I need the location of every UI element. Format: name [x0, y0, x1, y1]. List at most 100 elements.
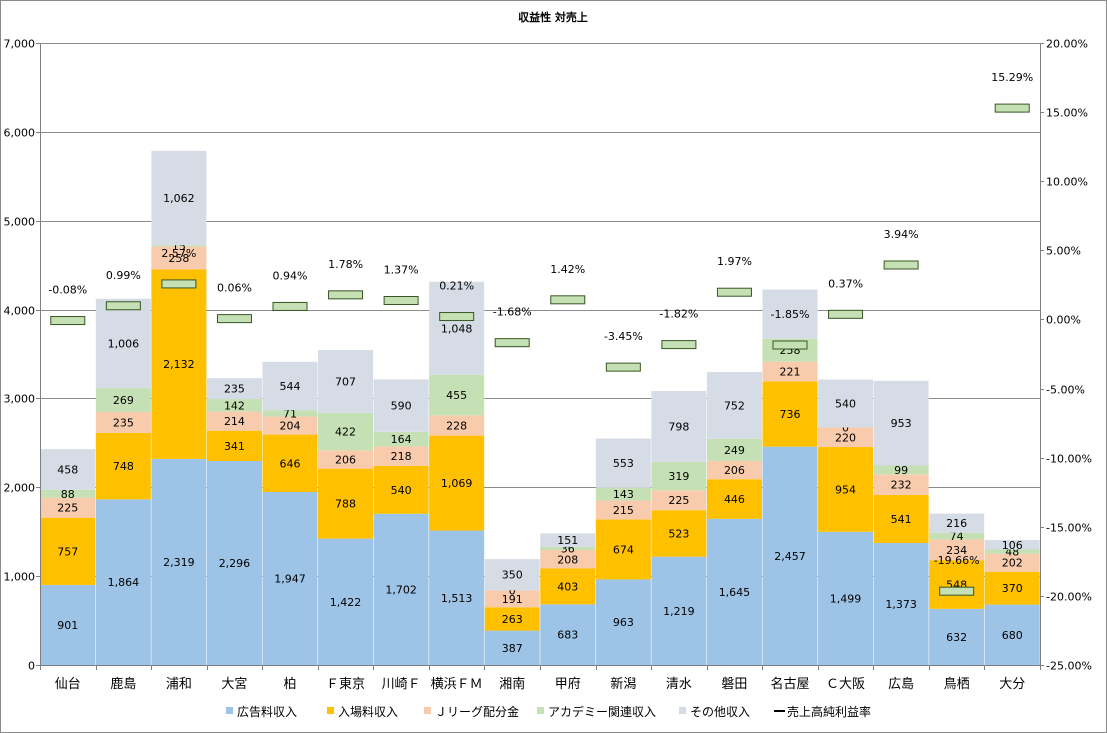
bar-segment [818, 427, 874, 448]
profit-margin-label: 1.78% [328, 258, 363, 271]
y-right-tick-label: 5.00% [1046, 245, 1081, 258]
profit-margin-marker [994, 103, 1030, 113]
profit-margin-label: 1.42% [550, 263, 585, 276]
profit-margin-label: 1.97% [717, 255, 752, 268]
profit-margin-label: 0.94% [273, 269, 308, 282]
bar-value-label: 0 [509, 584, 516, 597]
bar-segment [429, 415, 485, 436]
bar-value-label: 216 [946, 517, 967, 530]
bar-value-label: 225 [668, 494, 689, 507]
profit-margin-marker [883, 260, 919, 270]
profit-margin-marker [439, 312, 475, 322]
bar-value-label: 225 [57, 502, 78, 515]
profit-margin-label: -19.66% [934, 554, 980, 567]
y-left-tick-label: 5,000 [4, 216, 36, 229]
bar-segment [318, 538, 374, 665]
bar-segment [762, 361, 818, 382]
y-left-tick-label: 3,000 [4, 393, 36, 406]
category-label: 仙台 [55, 677, 81, 692]
bar-value-label: 2,296 [219, 557, 251, 570]
bar-segment [929, 539, 985, 561]
bar-value-label: 204 [280, 420, 301, 433]
bar-value-label: 214 [224, 415, 245, 428]
bar-value-label: 1,499 [830, 592, 862, 605]
bar-segment [151, 150, 207, 246]
bar-segment [595, 500, 651, 520]
profit-margin-marker [216, 314, 252, 324]
chart-title: 収益性 対売上 [518, 10, 588, 24]
bar-segment [651, 510, 707, 557]
bar-segment [651, 556, 707, 665]
bar-value-label: 208 [557, 553, 578, 566]
bar-segment [40, 517, 96, 585]
legend-swatch [226, 707, 233, 714]
profit-margin-marker [550, 295, 586, 305]
bar-segment [706, 438, 762, 461]
bar-segment [873, 380, 929, 466]
bar-value-label: 752 [724, 399, 745, 412]
bar-segment [706, 479, 762, 519]
profit-margin-label: 0.06% [217, 282, 252, 295]
bar-value-label: 446 [724, 493, 745, 506]
bar-value-label: 191 [502, 593, 523, 606]
bar-segment [595, 579, 651, 665]
bar-value-label: 206 [724, 464, 745, 477]
bar-segment [262, 361, 318, 411]
category-label: 名古屋 [770, 676, 809, 692]
bar-segment [818, 531, 874, 665]
bar-segment [262, 434, 318, 492]
bar-value-label: 218 [391, 450, 412, 463]
legend-label: 広告料収入 [237, 705, 297, 719]
bar-value-label: 553 [613, 457, 634, 470]
bar-value-label: 1,422 [330, 596, 362, 609]
bar-value-label: 2,457 [774, 550, 806, 563]
bar-value-label: 2,132 [163, 358, 195, 371]
bar-segment [818, 379, 874, 428]
bar-segment [373, 465, 429, 514]
category-label: 磐田 [721, 677, 747, 692]
bar-segment [540, 550, 596, 569]
bar-segment [984, 540, 1040, 550]
bar-value-label: 220 [835, 431, 856, 444]
bar-value-label: 455 [446, 389, 467, 402]
y-left-tick-label: 6,000 [4, 127, 36, 140]
bar-segment [873, 465, 929, 475]
bar-value-label: 646 [280, 457, 301, 470]
bar-value-label: 74 [950, 530, 964, 543]
bar-segment [318, 412, 374, 451]
bar-value-label: 258 [168, 252, 189, 265]
bar-value-label: 99 [894, 464, 908, 477]
bar-value-label: 269 [113, 394, 134, 407]
category-label: 大分 [999, 677, 1025, 692]
bar-segment [762, 381, 818, 447]
y-left-tick-label: 7,000 [4, 38, 36, 51]
bar-segment [929, 532, 985, 540]
bar-value-label: 2,319 [163, 556, 195, 569]
bar-value-label: 403 [557, 580, 578, 593]
bar-segment [873, 474, 929, 495]
category-label: 新潟 [610, 676, 636, 692]
bar-segment [540, 604, 596, 665]
bar-value-label: 350 [502, 569, 523, 582]
profit-margin-marker [383, 296, 419, 306]
bar-segment [873, 494, 929, 543]
bar-segment [540, 568, 596, 605]
bar-segment [151, 245, 207, 247]
bar-value-label: 142 [224, 399, 245, 412]
bar-segment [818, 447, 874, 532]
bar-value-label: 232 [891, 479, 912, 492]
profit-margin-label: -1.68% [493, 306, 532, 319]
y-right-tick-label: -20.00% [1046, 591, 1092, 604]
bar-segment [984, 553, 1040, 572]
bar-segment [206, 430, 262, 461]
profit-margin-label: -0.08% [48, 284, 87, 297]
bar-segment [984, 571, 1040, 605]
bar-value-label: 540 [835, 397, 856, 410]
bar-value-label: 164 [391, 433, 412, 446]
bar-value-label: 788 [335, 498, 356, 511]
bar-segment [651, 390, 707, 462]
profit-margin-label: 1.37% [384, 264, 419, 277]
category-label: 横浜ＦＭ [431, 677, 483, 692]
profit-margin-label: 15.29% [991, 71, 1033, 84]
bar-segment [373, 431, 429, 447]
